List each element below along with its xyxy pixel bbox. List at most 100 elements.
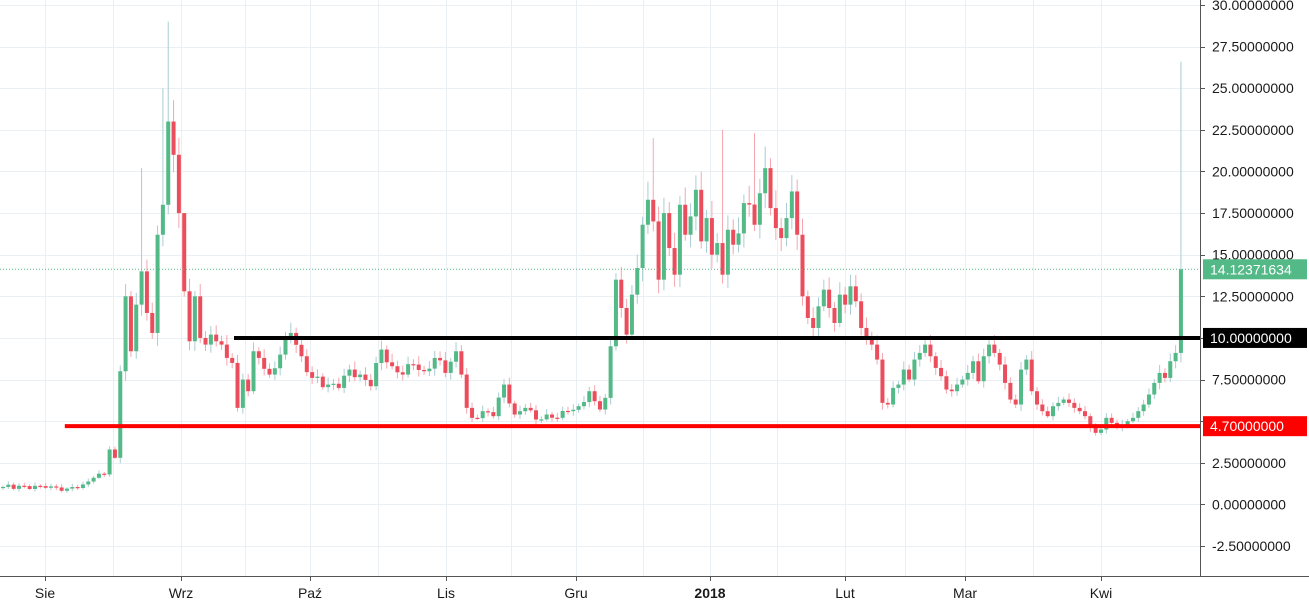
candle-body [1173,352,1178,362]
candle-body [1152,382,1157,395]
horizontal-price-lines[interactable] [0,268,1200,429]
candle-body [358,374,363,378]
candle-body [320,376,325,388]
candle [219,335,224,350]
candle-body [667,213,672,249]
candle-body [432,357,437,369]
x-tick-label: Kwi [1090,585,1113,601]
y-tick-label: 27.50000000 [1212,39,1294,55]
candle-body [917,352,922,360]
candle [603,393,608,415]
candle [597,395,602,413]
price-tag: 4.70000000 [1203,416,1307,437]
candle-body [587,391,592,403]
candle-body [1162,372,1167,378]
candle-body [672,248,677,275]
candle [683,187,688,241]
candle-body [246,379,251,392]
candle [102,471,107,477]
candle [310,366,315,385]
candle-body [182,213,187,292]
time-axis[interactable]: Sie Wrz Paź Lis Gru 2018 Lut Mar Kwi [35,576,1112,601]
candle [427,360,432,377]
candle-body [459,351,464,375]
candle-body [1067,399,1071,403]
candle [112,446,117,459]
candle [1013,394,1018,408]
candle [880,353,885,410]
candle [379,340,384,371]
candle [32,482,37,492]
candle [661,197,666,291]
candle [331,378,336,390]
candle-body [363,374,368,380]
candle-body [1008,382,1013,400]
candle-body [1109,417,1114,423]
candle-body [352,369,357,378]
candle [320,373,325,390]
candle-body [640,224,645,269]
price-tag: 14.12371634 [1203,259,1307,280]
candle [512,400,517,418]
candle [326,377,331,393]
candle-body [896,384,901,388]
candle [592,385,597,406]
candle [1152,379,1157,399]
candle-body [603,397,608,410]
candle-body [224,344,229,358]
candle [6,481,11,489]
candle [454,342,459,368]
candle [853,275,858,308]
candle [416,356,421,377]
candle-body [390,362,395,367]
candle [160,88,165,247]
candle-body [912,359,917,380]
candle [166,21,171,215]
candle [1098,426,1103,435]
candle [411,359,416,371]
price-axis[interactable]: -2.500000000.000000002.500000005.0000000… [1200,0,1294,554]
candle-body [1157,372,1162,383]
candle [725,215,730,288]
candle [1146,388,1151,408]
candle-body [475,417,480,420]
candle-body [555,417,560,419]
candle-body [565,410,570,413]
candle-body [1130,417,1135,422]
candle [789,175,794,230]
candle [827,277,832,318]
candle-body [256,351,261,358]
candle-body [773,208,778,229]
candle [448,357,453,380]
candle-body [629,294,634,335]
price-tag-label: 14.12371634 [1210,261,1292,277]
x-tick-label: Lut [835,585,855,601]
candle-body [768,168,773,209]
candle-body [480,411,485,419]
candle [619,266,624,318]
candle [187,278,192,351]
price-tag-bg [1203,259,1307,280]
y-tick-label: 17.50000000 [1212,205,1294,221]
candle [1008,377,1013,404]
candle [384,345,389,369]
candle [907,364,912,383]
candle [944,370,949,394]
candle-body [811,317,816,328]
candle [768,158,773,216]
candle [182,213,187,297]
candle-body [885,402,890,405]
price-tag-label: 4.70000000 [1210,418,1284,434]
candle [656,206,661,294]
candle-body [342,375,347,388]
candle [704,209,709,253]
candle [208,326,213,353]
candle [123,284,128,381]
candle [347,364,352,383]
candle [544,409,549,422]
candle [779,217,784,252]
y-tick-label: 7.50000000 [1212,372,1286,388]
candle [288,322,293,344]
candle [374,356,379,391]
